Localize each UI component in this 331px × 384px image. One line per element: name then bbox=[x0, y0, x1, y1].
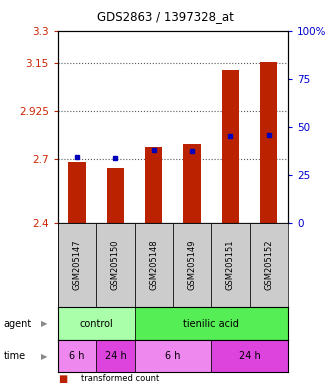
Bar bbox=[250, 223, 288, 307]
Text: 24 h: 24 h bbox=[239, 351, 260, 361]
Text: ▶: ▶ bbox=[41, 352, 48, 361]
Text: tienilic acid: tienilic acid bbox=[183, 318, 239, 329]
Bar bbox=[69, 162, 86, 223]
Bar bbox=[96, 340, 135, 372]
Text: GSM205152: GSM205152 bbox=[264, 240, 273, 290]
Text: GSM205151: GSM205151 bbox=[226, 240, 235, 290]
Text: ▶: ▶ bbox=[41, 319, 48, 328]
Bar bbox=[183, 144, 201, 223]
Text: GSM205150: GSM205150 bbox=[111, 240, 120, 290]
Text: 24 h: 24 h bbox=[105, 351, 126, 361]
Bar bbox=[211, 223, 250, 307]
Bar bbox=[260, 62, 277, 223]
Text: GSM205147: GSM205147 bbox=[72, 240, 82, 290]
Text: GSM205148: GSM205148 bbox=[149, 240, 158, 290]
Bar bbox=[173, 223, 211, 307]
Text: GDS2863 / 1397328_at: GDS2863 / 1397328_at bbox=[97, 10, 234, 23]
Text: GSM205149: GSM205149 bbox=[188, 240, 197, 290]
Bar bbox=[58, 340, 96, 372]
Text: control: control bbox=[79, 318, 113, 329]
Bar bbox=[135, 340, 211, 372]
Bar bbox=[145, 147, 163, 223]
Bar bbox=[107, 168, 124, 223]
Bar bbox=[58, 223, 96, 307]
Bar bbox=[135, 223, 173, 307]
Text: 6 h: 6 h bbox=[70, 351, 85, 361]
Bar bbox=[58, 307, 135, 340]
Bar bbox=[211, 340, 288, 372]
Text: agent: agent bbox=[3, 318, 31, 329]
Text: time: time bbox=[3, 351, 25, 361]
Text: ■: ■ bbox=[58, 374, 67, 384]
Bar bbox=[96, 223, 135, 307]
Text: transformed count: transformed count bbox=[81, 374, 159, 383]
Text: 6 h: 6 h bbox=[165, 351, 181, 361]
Bar bbox=[222, 70, 239, 223]
Bar bbox=[135, 307, 288, 340]
